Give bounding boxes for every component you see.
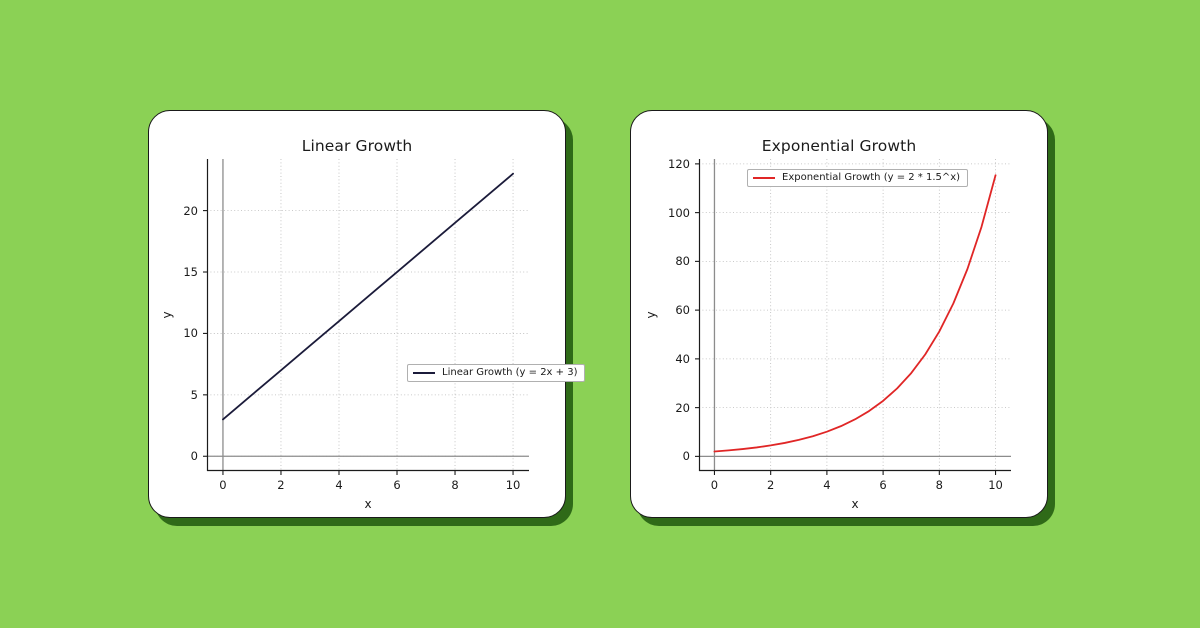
ytick-label: 20 [675,400,690,415]
chart-title-exponential-growth: Exponential Growth [761,137,917,155]
chart-title-linear-growth: Linear Growth [301,137,413,155]
plot-canvas [695,159,1011,475]
ytick-label: 120 [668,156,690,171]
xtick-label: 2 [767,478,775,492]
chart-card-exponential-growth: Exponential Growth 0 20 40 60 80 100 120 0 2 4 6 8 1… [630,110,1048,518]
ytick-label: 5 [190,387,198,402]
ytick-label: 100 [668,205,690,220]
legend-label: Exponential Growth (y = 2 * 1.5^x) [782,172,961,183]
figure-linear-growth: Linear Growth 0 5 10 15 20 0 2 4 6 8 10 x y Linear Gr… [149,111,586,517]
legend-label: Linear Growth (y = 2x + 3) [442,367,578,378]
x-axis-label: x [851,497,859,511]
xtick-label: 2 [277,478,285,492]
xtick-label: 10 [988,478,1003,492]
xtick-label: 8 [451,478,459,492]
ytick-label: 0 [682,449,690,464]
xtick-label: 6 [393,478,401,492]
ytick-label: 60 [675,303,690,318]
y-axis-label: y [160,311,174,319]
series-line-0 [713,174,997,453]
chart-legend[interactable]: Exponential Growth (y = 2 * 1.5^x) [747,169,969,187]
ytick-label: 0 [190,449,198,464]
legend-line-swatch-icon [753,177,775,179]
xtick-label: 10 [505,478,521,492]
chart-card-linear-growth: Linear Growth 0 5 10 15 20 0 2 4 6 8 10 x y Linear Gr… [148,110,586,518]
plot-canvas [203,159,529,475]
y-axis-label: y [644,311,658,319]
plot-area-exponential-growth: 0 20 40 60 80 100 120 0 2 4 6 8 10 x y Exponential Grow… [644,157,1011,511]
plot-area-linear-growth: 0 5 10 15 20 0 2 4 6 8 10 x y Linear Growth (y = 2x +… [160,159,586,511]
figure-exponential-growth: Exponential Growth 0 20 40 60 80 100 120 0 2 4 6 8 1… [631,111,1047,517]
xtick-label: 0 [710,478,719,492]
xtick-label: 6 [879,478,887,492]
ytick-label: 20 [183,203,198,218]
ytick-label: 15 [183,265,198,279]
xtick-label: 0 [219,478,227,492]
ytick-label: 40 [675,351,690,366]
series-line-0 [222,172,514,421]
x-axis-label: x [364,497,372,511]
xtick-label: 8 [935,478,943,492]
xtick-label: 4 [335,478,343,492]
ytick-label: 10 [183,326,198,341]
ytick-label: 80 [675,254,690,269]
chart-legend[interactable]: Linear Growth (y = 2x + 3) [407,364,586,382]
legend-line-swatch-icon [413,372,435,374]
xtick-label: 4 [823,478,831,492]
